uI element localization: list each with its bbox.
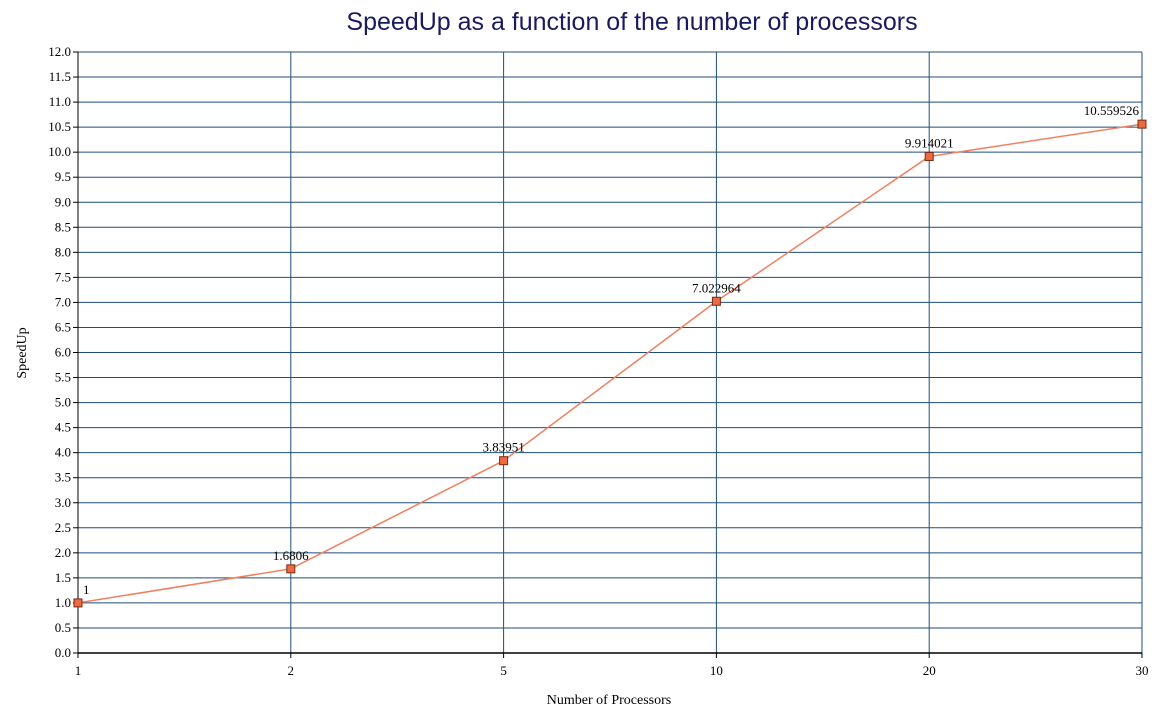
data-label: 7.022964: [692, 280, 741, 295]
data-point-marker: [924, 151, 934, 161]
y-tick-label: 8.0: [55, 244, 71, 259]
series: 1 1.6806 3.83951 7.022964 9.914021 10.559526: [73, 103, 1147, 608]
y-tick-label: 7.5: [55, 269, 71, 284]
x-tick-label: 1: [75, 663, 82, 678]
data-point-marker: [711, 296, 721, 306]
data-point-marker: [499, 456, 509, 466]
y-tick-label: 2.5: [55, 520, 71, 535]
x-tick-label: 2: [288, 663, 295, 678]
y-tick-label: 8.5: [55, 219, 71, 234]
y-tick-label: 6.5: [55, 319, 71, 334]
y-tick-label: 3.0: [55, 495, 71, 510]
y-tick-label: 7.0: [55, 294, 71, 309]
x-tick-label: 5: [500, 663, 507, 678]
data-label: 9.914021: [905, 135, 954, 150]
data-label: 10.559526: [1084, 103, 1140, 118]
data-label: 1: [83, 582, 90, 597]
data-point-marker: [73, 598, 83, 608]
data-label: 3.83951: [482, 440, 524, 455]
y-tick-label: 3.5: [55, 470, 71, 485]
y-tick-label: 6.0: [55, 345, 71, 360]
y-tick-label: 11.0: [49, 94, 71, 109]
y-tick-label: 9.0: [55, 194, 71, 209]
grid: [78, 51, 1143, 653]
x-axis-label: Number of Processors: [547, 693, 671, 708]
y-tick-label: 11.5: [49, 69, 71, 84]
axes: [73, 51, 1143, 658]
y-tick-label: 2.0: [55, 545, 71, 560]
y-tick-label: 5.0: [55, 395, 71, 410]
y-tick-label: 0.0: [55, 645, 71, 660]
x-tick-labels: 1 2 5 10 20 30: [75, 663, 1149, 678]
y-tick-label: 10.5: [48, 119, 71, 134]
y-tick-label: 1.5: [55, 570, 71, 585]
x-tick-label: 10: [710, 663, 723, 678]
series-line: [77, 123, 1143, 604]
y-axis-label: SpeedUp: [15, 327, 30, 378]
data-point-marker: [286, 564, 296, 574]
y-tick-label: 12.0: [48, 44, 71, 59]
y-tick-label: 10.0: [48, 144, 71, 159]
chart-title: SpeedUp as a function of the number of p…: [346, 8, 917, 36]
x-tick-label: 30: [1136, 663, 1149, 678]
y-tick-label: 5.5: [55, 370, 71, 385]
y-tick-label: 9.5: [55, 169, 71, 184]
y-tick-label: 0.5: [55, 620, 71, 635]
data-point-marker: [1137, 119, 1147, 129]
y-tick-label: 4.5: [55, 420, 71, 435]
y-tick-labels: 0.0 0.5 1.0 1.5 2.0 2.5 3.0 3.5 4.0 4.5 5.0 5.5 6.0 6…: [48, 44, 71, 660]
data-label: 1.6806: [273, 548, 309, 563]
x-tick-label: 20: [923, 663, 936, 678]
y-tick-label: 1.0: [55, 595, 71, 610]
y-tick-label: 4.0: [55, 445, 71, 460]
